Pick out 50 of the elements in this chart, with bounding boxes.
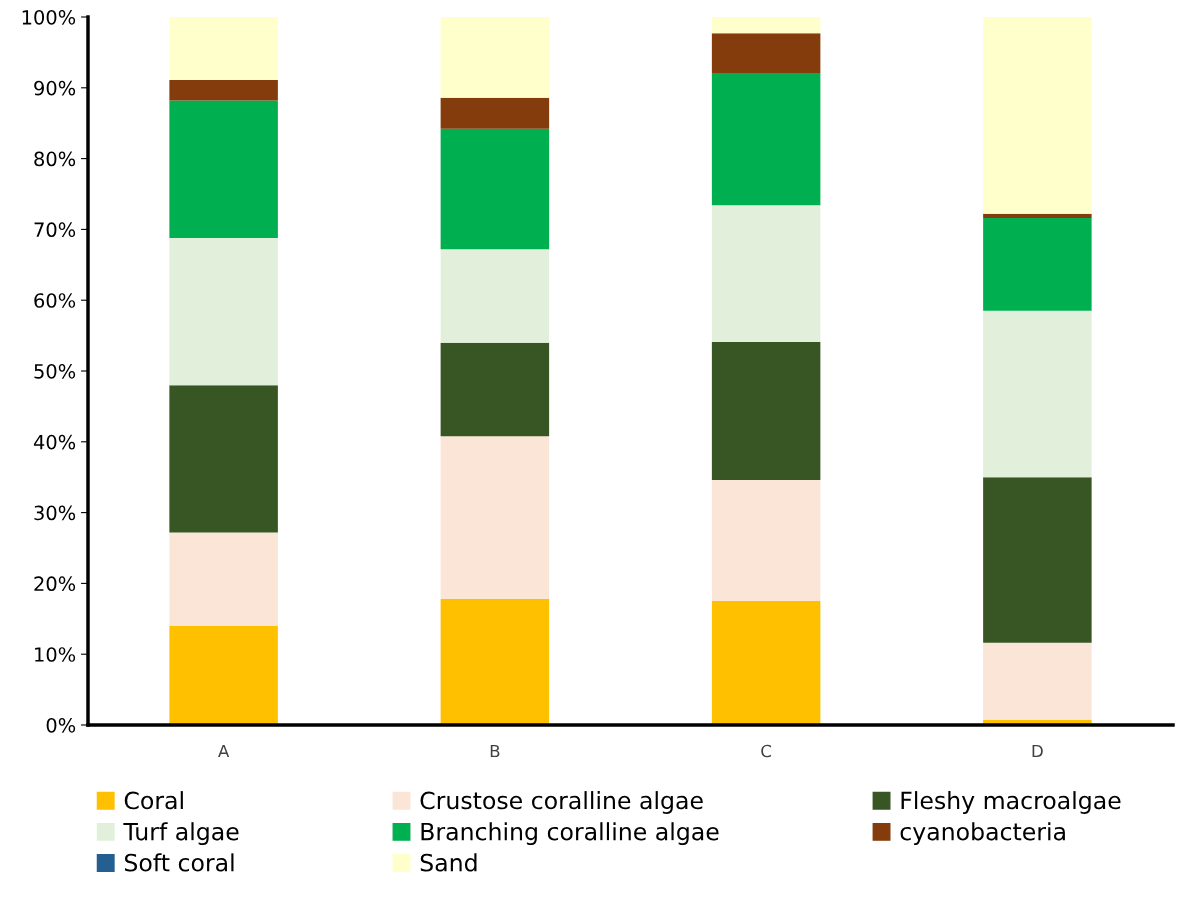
y-tick-label: 40% <box>33 434 76 450</box>
legend-label: Turf algae <box>123 822 239 846</box>
y-tick-label: 50% <box>34 363 76 379</box>
legend-label: Branching coralline algae <box>421 822 719 846</box>
bar <box>711 480 821 602</box>
bar <box>440 598 550 725</box>
bar <box>440 17 550 98</box>
bar <box>711 205 821 342</box>
y-tick-label: 80% <box>34 151 76 167</box>
bar <box>440 97 550 129</box>
bar <box>169 385 278 533</box>
bar <box>440 436 550 599</box>
bar <box>440 249 550 343</box>
bar <box>983 218 1092 311</box>
bar <box>169 100 278 238</box>
x-tick-label: A <box>218 744 230 758</box>
bar <box>711 341 821 481</box>
bar <box>983 213 1092 219</box>
bar <box>169 237 278 386</box>
bar <box>711 17 821 34</box>
y-tick-label: 30% <box>34 505 76 521</box>
bar <box>983 17 1092 214</box>
y-tick-label: 10% <box>35 647 76 662</box>
bar <box>169 80 278 101</box>
bar <box>440 342 550 437</box>
legend-label: Coral <box>124 791 183 810</box>
x-tick-label: D <box>1032 744 1043 758</box>
bar <box>169 532 278 626</box>
bar <box>711 33 821 73</box>
bar <box>711 72 821 206</box>
bar <box>169 17 278 81</box>
bar <box>440 128 550 250</box>
x-tick-label: C <box>761 744 772 758</box>
y-tick-label: 90% <box>34 80 76 96</box>
legend-label: cyanobacteria <box>900 822 1065 846</box>
bar <box>983 310 1092 478</box>
bar <box>983 642 1092 721</box>
legend-label: Crustose coralline algae <box>420 791 703 814</box>
legend-label: Fleshy macroalgae <box>901 791 1121 814</box>
legend-label: Sand <box>420 853 477 872</box>
y-tick-label: 70% <box>34 222 76 238</box>
legend-label: Soft coral <box>124 853 234 872</box>
bar <box>711 601 821 725</box>
bar <box>983 477 1092 643</box>
y-tick-label: 60% <box>34 293 76 308</box>
bar <box>169 625 278 725</box>
y-tick-label: 0% <box>46 717 76 733</box>
y-tick-label: 100% <box>22 9 76 25</box>
y-tick-label: 20% <box>34 576 76 592</box>
x-tick-label: B <box>490 744 500 758</box>
